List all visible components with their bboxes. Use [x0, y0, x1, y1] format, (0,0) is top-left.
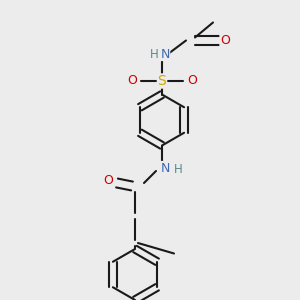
- Text: N: N: [160, 47, 170, 61]
- Text: S: S: [158, 74, 166, 88]
- Text: H: H: [150, 47, 159, 61]
- Text: N: N: [160, 161, 170, 175]
- Text: O: O: [127, 74, 137, 88]
- Text: O: O: [103, 173, 113, 187]
- Text: O: O: [220, 34, 230, 47]
- Text: H: H: [174, 163, 183, 176]
- Text: O: O: [187, 74, 197, 88]
